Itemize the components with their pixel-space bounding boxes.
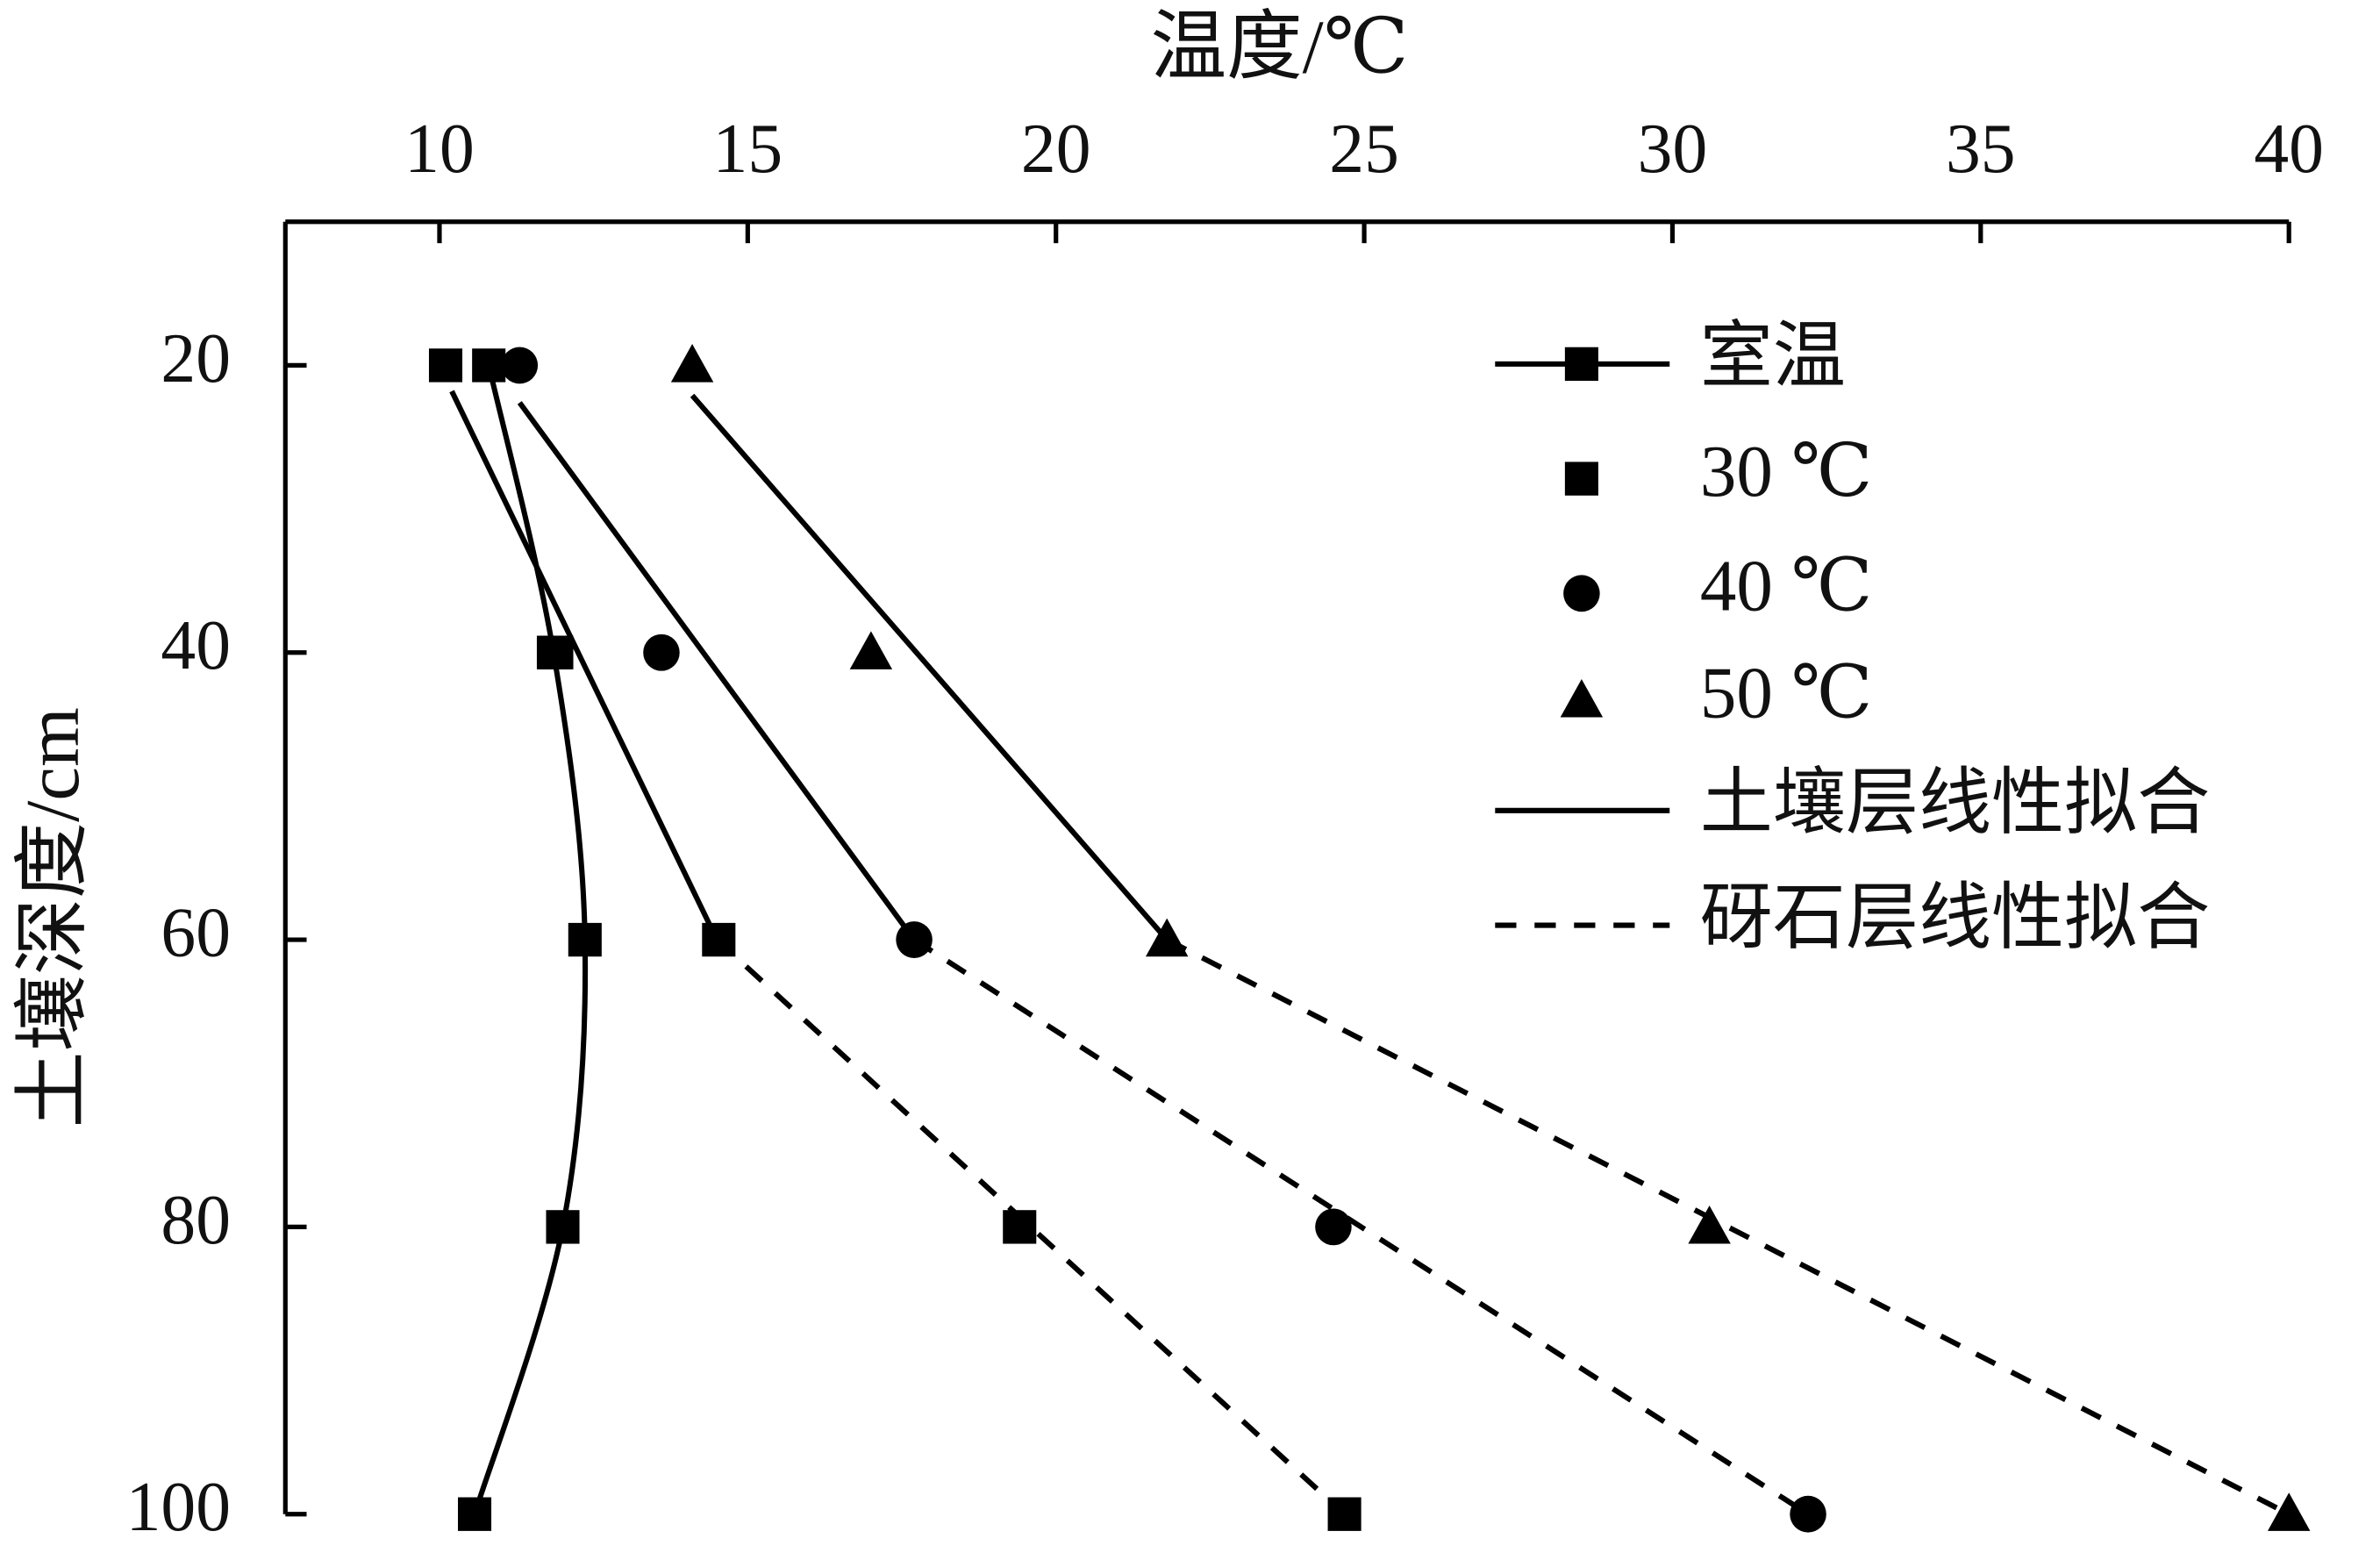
legend-marker <box>1564 347 1598 382</box>
y-axis-title: 土壤深度/cm <box>11 707 95 1127</box>
data-point <box>457 1497 492 1531</box>
x-tick-label: 40 <box>2254 111 2324 188</box>
legend-label: 砑石层线性拟合 <box>1700 878 2210 959</box>
x-axis-title: 温度/℃ <box>1151 4 1409 89</box>
data-point <box>546 1210 580 1244</box>
data-point <box>2267 1492 2311 1531</box>
data-point <box>472 348 506 383</box>
y-tick-label: 80 <box>161 1182 231 1259</box>
y-tick-label: 100 <box>126 1469 231 1546</box>
data-point <box>540 635 574 669</box>
x-tick-label: 25 <box>1329 111 1399 188</box>
x-tick-label: 15 <box>713 111 783 188</box>
y-tick-label: 20 <box>161 320 231 397</box>
y-tick-label: 40 <box>161 607 231 684</box>
series-line <box>449 390 1169 942</box>
x-tick-label: 35 <box>1946 111 2016 188</box>
legend-marker <box>1563 575 1600 612</box>
data-point <box>1790 1495 1826 1533</box>
data-point <box>1688 1205 1731 1244</box>
legend-label: 土壤层线性拟合 <box>1700 763 2210 844</box>
legend-marker <box>1564 462 1598 496</box>
y-tick-label: 60 <box>161 894 231 971</box>
data-point <box>428 348 463 383</box>
data-point <box>643 633 680 671</box>
legend-label: 室温 <box>1700 317 1846 397</box>
data-point <box>849 631 893 669</box>
legend-label: 40 ℃ <box>1700 546 1873 626</box>
data-point <box>568 922 602 957</box>
legend-label: 30 ℃ <box>1700 432 1873 512</box>
x-tick-label: 30 <box>1638 111 1708 188</box>
data-point <box>501 347 539 384</box>
series-line <box>715 937 2291 1517</box>
legend-label: 50 ℃ <box>1700 653 1873 733</box>
data-point <box>670 344 714 383</box>
legend-marker <box>1560 678 1604 718</box>
x-tick-label: 10 <box>404 111 475 188</box>
data-point <box>1315 1208 1352 1246</box>
x-tick-label: 20 <box>1021 111 1091 188</box>
